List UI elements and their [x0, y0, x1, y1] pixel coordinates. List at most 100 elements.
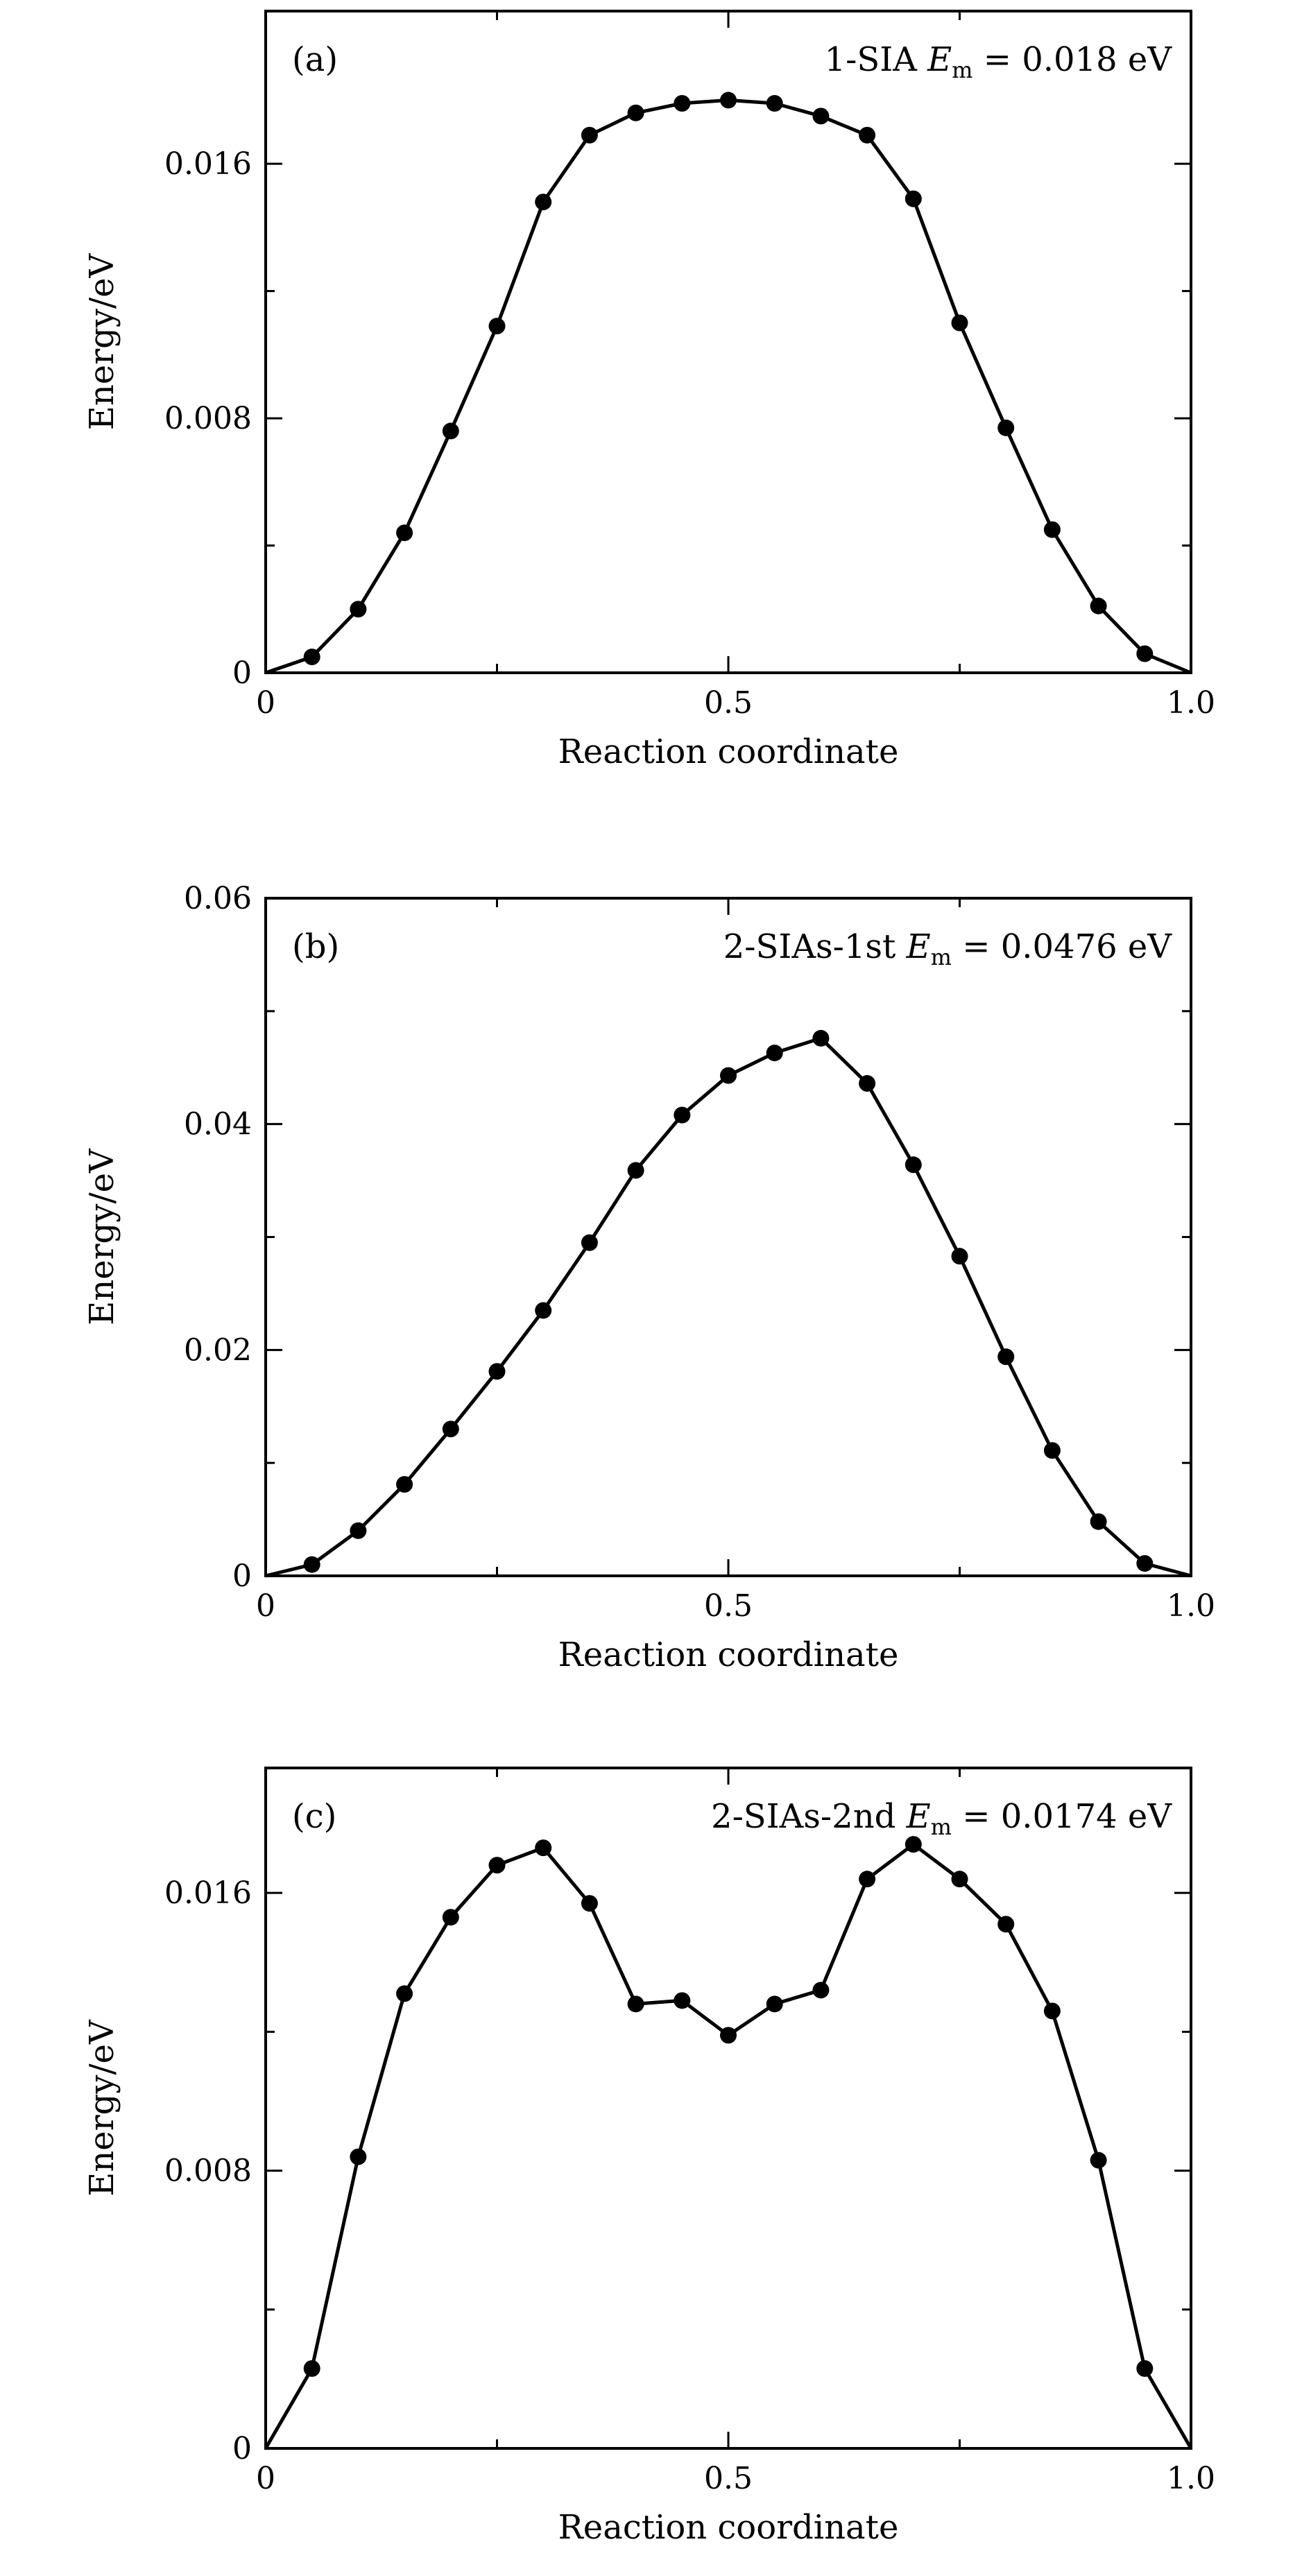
plot-frame — [264, 10, 1192, 674]
data-point — [1043, 1442, 1061, 1459]
data-point — [581, 126, 598, 144]
data-point — [905, 190, 922, 207]
y-axis-label: Energy/eV — [83, 2019, 121, 2197]
data-point — [766, 1995, 783, 2013]
data-point — [303, 1556, 320, 1573]
y-tick-label: 0.008 — [164, 2154, 252, 2189]
annotation-value: 0.0174 eV — [1001, 1797, 1173, 1836]
series-line — [264, 1842, 1193, 2450]
annotation-equals: = — [952, 927, 1001, 966]
data-point — [859, 1871, 876, 1888]
panel-label: (c) — [292, 1797, 336, 1836]
data-point — [766, 95, 783, 112]
annotation-symbol: E — [906, 1797, 931, 1836]
x-axis-label: Reaction coordinate — [558, 2508, 899, 2547]
data-point — [1136, 645, 1154, 662]
chart-panel-1: 0 0.008 0.016 0 0.5 1.0 Reaction coordinate Ene… — [83, 10, 1215, 771]
data-point — [951, 314, 968, 332]
x-axis-label: Reaction coordinate — [558, 732, 899, 771]
annotation-subscript: m — [931, 1814, 952, 1840]
data-point — [396, 524, 413, 542]
data-point — [905, 1836, 922, 1853]
data-point — [674, 1992, 691, 2009]
data-point — [535, 1839, 552, 1857]
data-point — [627, 1995, 644, 2013]
data-point — [766, 1045, 783, 1062]
data-point — [303, 649, 320, 666]
data-point — [674, 95, 691, 112]
x-tick-label: 0 — [256, 685, 275, 721]
annotation-value: 0.018 eV — [1022, 40, 1172, 79]
chart-panel-2: 0 0.02 0.04 0.06 0 0.5 1.0 Reaction coordinate E… — [83, 881, 1215, 1674]
y-tick-label: 0.06 — [184, 881, 252, 916]
data-point — [535, 1302, 552, 1319]
annotation-label: 2-SIAs-2nd — [711, 1797, 907, 1836]
data-point — [350, 2148, 367, 2165]
x-tick-label: 1.0 — [1167, 685, 1215, 721]
data-point — [812, 1029, 830, 1047]
data-point — [488, 1857, 506, 1874]
data-point — [997, 1348, 1015, 1366]
data-point — [674, 1106, 691, 1124]
annotation-subscript: m — [931, 944, 952, 970]
data-point — [1090, 2152, 1107, 2169]
data-point — [488, 318, 506, 335]
x-tick-label: 1.0 — [1167, 1588, 1215, 1624]
data-point — [1136, 1555, 1154, 1572]
annotation-equals: = — [952, 1797, 1001, 1836]
data-point — [1090, 597, 1107, 615]
x-tick-label: 0 — [256, 2461, 275, 2496]
annotation-value: 0.0476 eV — [1001, 927, 1173, 966]
data-point — [303, 2360, 320, 2377]
y-tick-label: 0.04 — [184, 1107, 252, 1142]
panel-label: (b) — [292, 927, 339, 966]
y-axis-label: Energy/eV — [83, 252, 121, 430]
y-tick-label: 0.016 — [164, 146, 252, 182]
data-point — [720, 2027, 737, 2044]
data-point — [812, 1982, 830, 1999]
annotation-equals: = — [973, 40, 1022, 79]
data-point — [812, 108, 830, 125]
data-point — [442, 422, 459, 440]
migration-energy-annotation: 1-SIA Em = 0.018 eV — [825, 40, 1173, 83]
x-tick-label: 0.5 — [704, 2461, 753, 2496]
data-point — [1043, 521, 1061, 538]
x-tick-label: 1.0 — [1167, 2461, 1215, 2496]
plot-frame — [264, 897, 1192, 1577]
plot-frame — [264, 1767, 1192, 2450]
data-point — [859, 1075, 876, 1092]
y-tick-label: 0 — [232, 2431, 252, 2466]
panel-label: (a) — [292, 40, 338, 79]
data-point — [951, 1871, 968, 1888]
data-point — [627, 104, 644, 121]
data-point — [1090, 1513, 1107, 1530]
data-point — [859, 126, 876, 144]
annotation-symbol: E — [906, 927, 931, 966]
data-point — [1136, 2360, 1154, 2377]
data-point — [1043, 2002, 1061, 2020]
data-point — [442, 1420, 459, 1438]
x-tick-label: 0.5 — [704, 685, 753, 721]
annotation-label: 1-SIA — [825, 40, 928, 79]
y-axis-label: Energy/eV — [83, 1148, 121, 1325]
x-tick-label: 0 — [256, 1588, 275, 1624]
data-point — [720, 92, 737, 109]
annotation-subscript: m — [952, 57, 972, 83]
data-point — [396, 1476, 413, 1493]
data-point — [581, 1234, 598, 1251]
x-tick-label: 0.5 — [704, 1588, 753, 1624]
migration-energy-annotation: 2-SIAs-2nd Em = 0.0174 eV — [711, 1797, 1172, 1840]
data-point — [997, 1916, 1015, 1933]
y-tick-label: 0.016 — [164, 1875, 252, 1911]
data-point — [442, 1909, 459, 1926]
data-point — [396, 1985, 413, 2002]
data-point — [627, 1162, 644, 1179]
y-tick-label: 0 — [232, 655, 252, 691]
y-tick-label: 0.008 — [164, 401, 252, 436]
series-line — [265, 98, 1192, 675]
migration-energy-annotation: 2-SIAs-1st Em = 0.0476 eV — [723, 927, 1173, 970]
annotation-label: 2-SIAs-1st — [723, 927, 907, 966]
chart-panel-3: 0 0.008 0.016 0 0.5 1.0 Reaction coordinate Ene… — [83, 1767, 1215, 2547]
